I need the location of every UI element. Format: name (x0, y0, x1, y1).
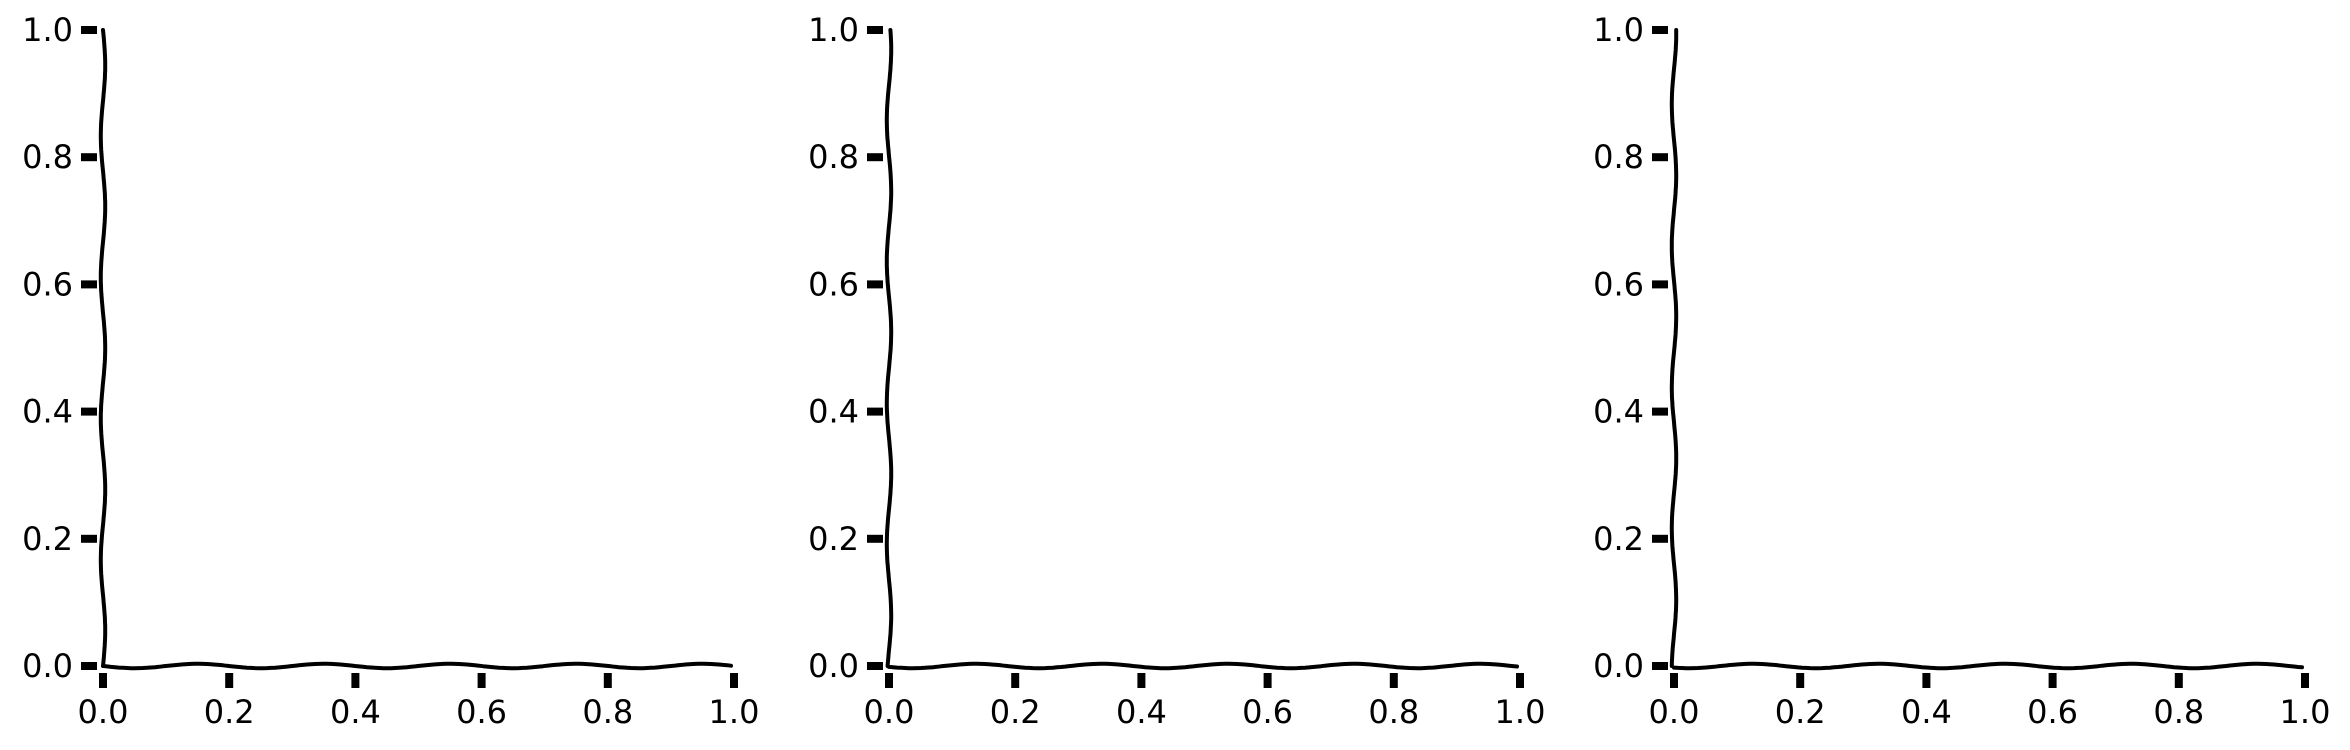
y-tick-label: 0.4 (808, 393, 859, 431)
subplot-1: 0.0 0.2 0.4 0.6 0.8 1.0 0.0 0.2 0.4 0.6 0.8 1.0 (22, 11, 759, 731)
y-axis-spine (884, 28, 894, 668)
x-axis-spine (1672, 661, 2304, 671)
y-tick-label: 0.6 (808, 265, 859, 303)
y-tick-label: 0.6 (22, 265, 73, 303)
x-tick-label: 0.6 (1242, 693, 1293, 731)
y-tick-label: 1.0 (22, 11, 73, 49)
x-tick-label: 0.8 (1368, 693, 1419, 731)
y-tick-label: 1.0 (808, 11, 859, 49)
y-tick-label: 0.8 (808, 138, 859, 176)
x-tick-label: 0.8 (2153, 693, 2204, 731)
x-tick-label: 1.0 (2280, 693, 2331, 731)
x-tick-label: 0.4 (1116, 693, 1167, 731)
x-axis-spine (887, 661, 1519, 671)
x-axis-spine (101, 661, 733, 671)
x-tick-label: 0.0 (1649, 693, 1700, 731)
x-tick-label: 0.2 (1775, 693, 1826, 731)
x-tick-label: 0.8 (582, 693, 633, 731)
subplot-3: 0.0 0.2 0.4 0.6 0.8 1.0 0.0 0.2 0.4 0.6 0.8 1.0 (1593, 11, 2330, 731)
y-tick-label: 0.8 (1593, 138, 1644, 176)
y-axis-spine (1669, 28, 1679, 668)
y-tick-label: 0.2 (1593, 520, 1644, 558)
x-tick-label: 0.2 (990, 693, 1041, 731)
y-tick-label: 1.0 (1593, 11, 1644, 49)
x-tick-label: 0.6 (2027, 693, 2078, 731)
x-tick-label: 1.0 (1495, 693, 1546, 731)
x-tick-label: 0.0 (864, 693, 915, 731)
y-tick-label: 0.0 (22, 647, 73, 685)
y-tick-label: 0.4 (1593, 393, 1644, 431)
y-tick-label: 0.4 (22, 393, 73, 431)
y-tick-label: 0.8 (22, 138, 73, 176)
y-tick-label: 0.6 (1593, 265, 1644, 303)
subplot-2: 0.0 0.2 0.4 0.6 0.8 1.0 0.0 0.2 0.4 0.6 0.8 1.0 (808, 11, 1545, 731)
x-tick-label: 0.4 (1901, 693, 1952, 731)
x-tick-label: 0.0 (78, 693, 129, 731)
x-tick-label: 0.4 (330, 693, 381, 731)
y-tick-label: 0.2 (808, 520, 859, 558)
y-tick-label: 0.0 (1593, 647, 1644, 685)
x-tick-label: 1.0 (709, 693, 760, 731)
x-tick-label: 0.6 (456, 693, 507, 731)
x-tick-label: 0.2 (204, 693, 255, 731)
y-axis-spine (98, 28, 108, 668)
y-tick-label: 0.2 (22, 520, 73, 558)
y-tick-label: 0.0 (808, 647, 859, 685)
